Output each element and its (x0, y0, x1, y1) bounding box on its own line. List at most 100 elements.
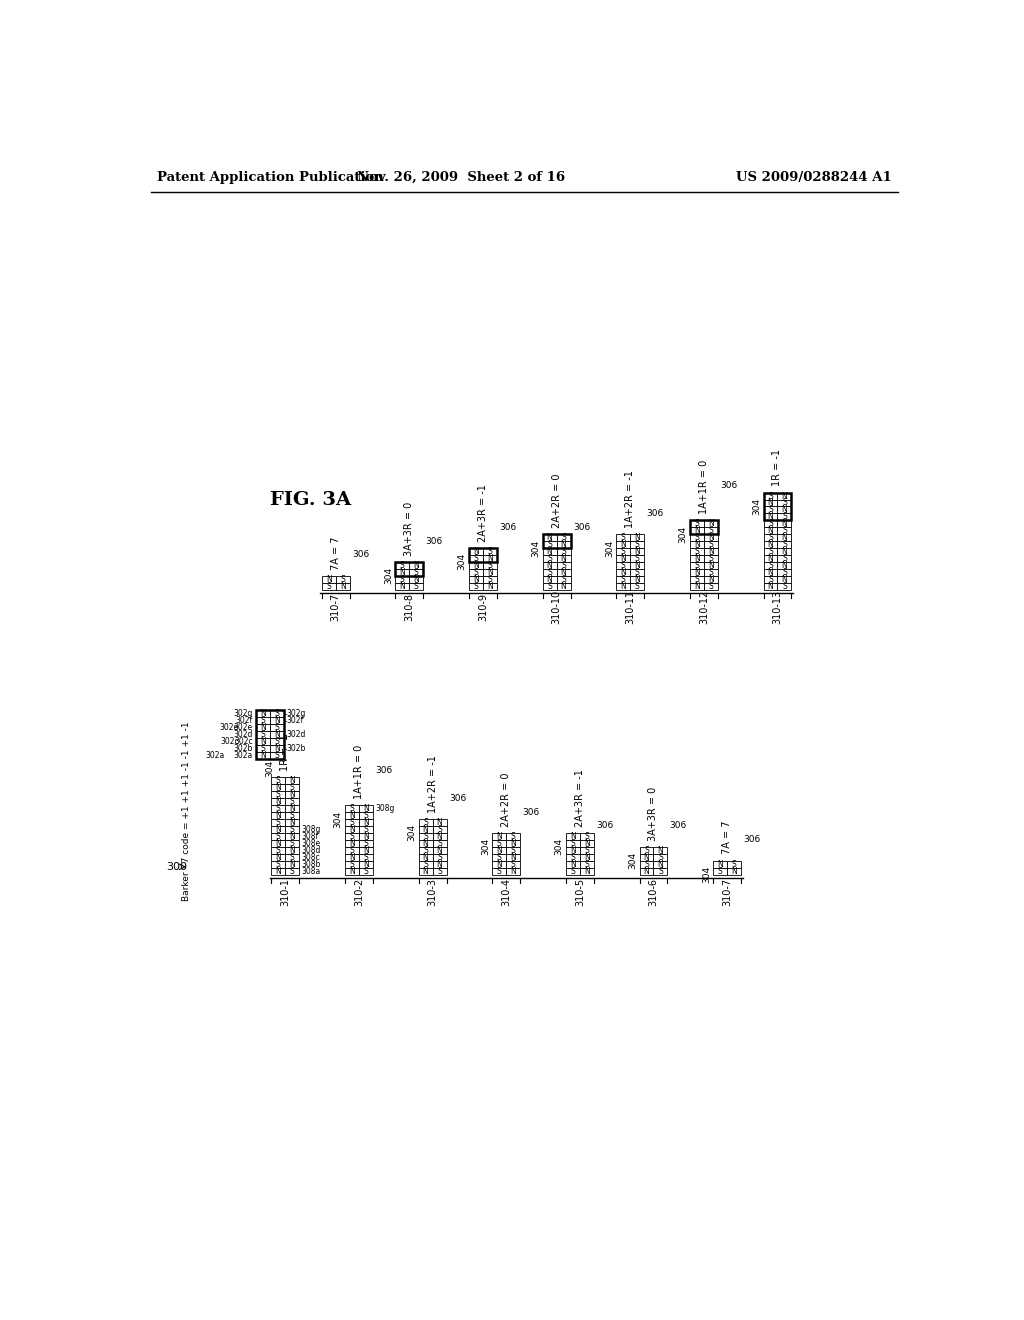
Bar (713, 861, 727, 867)
Bar (777, 569, 792, 576)
Bar (777, 562, 792, 569)
Text: 2A+2R = 0: 2A+2R = 0 (552, 474, 561, 528)
Text: N: N (275, 797, 282, 807)
Text: N: N (634, 561, 640, 570)
Bar (270, 725, 284, 731)
Text: N: N (349, 866, 355, 875)
Text: N: N (694, 582, 699, 590)
Text: 310-8: 310-8 (404, 593, 415, 622)
Text: S: S (547, 582, 552, 590)
Bar (777, 507, 792, 513)
Bar (703, 520, 718, 527)
Text: S: S (290, 783, 295, 792)
Text: S: S (423, 859, 428, 869)
Text: 7A = 7: 7A = 7 (331, 536, 341, 570)
Text: 302e: 302e (233, 723, 253, 733)
Text: 306: 306 (596, 821, 613, 830)
Text: S: S (340, 574, 345, 583)
Text: N: N (561, 554, 566, 562)
Bar (256, 718, 270, 725)
Text: N: N (547, 546, 553, 556)
Text: 3A+3R = 0: 3A+3R = 0 (404, 502, 415, 556)
Text: 302d: 302d (233, 730, 253, 739)
Text: S: S (561, 561, 566, 570)
Text: 308a: 308a (302, 866, 321, 875)
Bar (653, 854, 668, 861)
Bar (557, 554, 570, 562)
Text: N: N (621, 540, 626, 549)
Text: N: N (634, 546, 640, 556)
Text: N: N (510, 866, 516, 875)
Text: S: S (364, 825, 369, 834)
Bar (395, 569, 410, 576)
Bar (359, 854, 373, 861)
Text: N: N (349, 810, 355, 820)
Bar (640, 867, 653, 875)
Text: N: N (290, 859, 295, 869)
Bar (557, 569, 570, 576)
Text: N: N (694, 540, 699, 549)
Text: N: N (260, 751, 265, 760)
Bar (764, 499, 777, 507)
Bar (419, 818, 432, 826)
Text: S: S (511, 832, 515, 841)
Text: S: S (364, 810, 369, 820)
Text: N: N (547, 561, 553, 570)
Bar (483, 569, 497, 576)
Text: 304: 304 (555, 838, 563, 855)
Text: N: N (364, 846, 369, 855)
Text: S: S (497, 838, 502, 847)
Bar (616, 569, 630, 576)
Bar (322, 576, 336, 582)
Bar (580, 840, 594, 847)
Text: 308d: 308d (302, 846, 321, 855)
Text: N: N (487, 568, 493, 577)
Text: S: S (473, 554, 478, 562)
Bar (580, 854, 594, 861)
Text: N: N (290, 818, 295, 828)
Bar (616, 541, 630, 548)
Text: 310-11: 310-11 (626, 590, 635, 624)
Text: S: S (561, 574, 566, 583)
Text: S: S (635, 568, 640, 577)
Bar (543, 554, 557, 562)
Text: S: S (260, 730, 265, 739)
Bar (616, 548, 630, 554)
Text: N: N (414, 574, 419, 583)
Text: S: S (768, 506, 773, 515)
Text: 310-2: 310-2 (354, 878, 364, 907)
Text: N: N (781, 574, 787, 583)
Text: S: S (621, 574, 626, 583)
Bar (764, 582, 777, 590)
Text: N: N (497, 832, 502, 841)
Text: 304: 304 (679, 525, 687, 543)
Text: 304: 304 (265, 760, 274, 776)
Text: N: N (570, 859, 575, 869)
Bar (653, 861, 668, 867)
Text: S: S (782, 568, 786, 577)
Text: 302c: 302c (220, 737, 239, 746)
Bar (286, 777, 299, 784)
Text: Barker - 7 code = +1 +1 +1 -1 -1 +1 -1: Barker - 7 code = +1 +1 +1 -1 -1 +1 -1 (181, 721, 190, 900)
Text: S: S (585, 859, 589, 869)
Bar (469, 554, 483, 562)
Bar (286, 805, 299, 812)
Bar (640, 847, 653, 854)
Text: N: N (768, 568, 773, 577)
Bar (483, 582, 497, 590)
Text: N: N (510, 838, 516, 847)
Bar (286, 784, 299, 792)
Text: N: N (275, 825, 282, 834)
Bar (493, 854, 506, 861)
Bar (557, 576, 570, 582)
Text: N: N (621, 582, 626, 590)
Bar (640, 861, 653, 867)
Text: 1A+1R = 0: 1A+1R = 0 (354, 744, 364, 799)
Text: N: N (364, 818, 369, 828)
Text: 304: 304 (384, 568, 393, 585)
Text: S: S (644, 859, 649, 869)
Bar (506, 847, 520, 854)
Text: N: N (436, 832, 442, 841)
Text: S: S (621, 561, 626, 570)
Bar (493, 847, 506, 854)
